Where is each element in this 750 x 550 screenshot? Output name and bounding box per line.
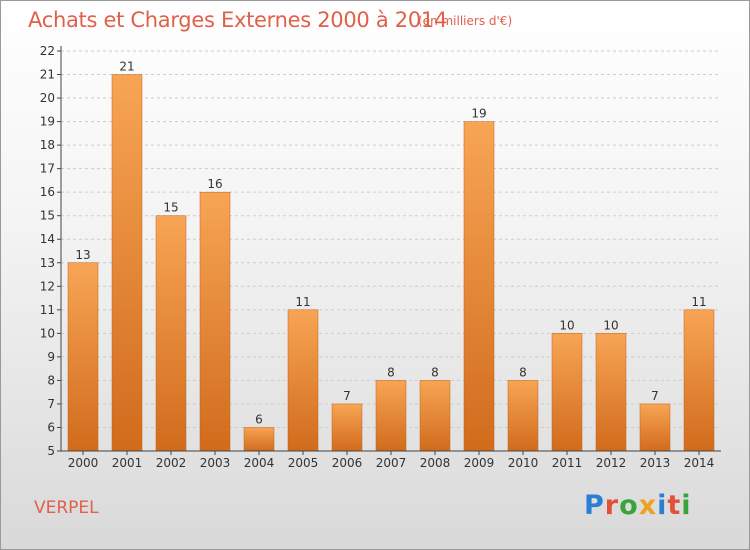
- y-tick-label: 21: [40, 68, 55, 82]
- bar: [639, 403, 671, 452]
- bar-value-label: 8: [519, 365, 527, 379]
- y-tick-label: 11: [40, 303, 55, 317]
- bar: [683, 309, 715, 452]
- bar-value-label: 7: [651, 389, 659, 403]
- y-tick-label: 12: [40, 279, 55, 293]
- brand-letter: i: [657, 490, 668, 521]
- brand-letter: t: [667, 490, 682, 521]
- x-tick-label: 2004: [244, 456, 275, 470]
- bar-value-label: 6: [255, 412, 263, 426]
- x-tick-label: 2006: [332, 456, 363, 470]
- bar-value-label: 19: [471, 107, 486, 121]
- commune-name: VERPEL: [34, 498, 99, 518]
- bar-value-label: 11: [691, 295, 706, 309]
- brand-letter: r: [604, 490, 620, 521]
- y-tick-label: 18: [40, 138, 55, 152]
- x-tick-label: 2011: [552, 456, 583, 470]
- y-tick-label: 16: [40, 185, 55, 199]
- bar: [419, 380, 451, 452]
- bar: [331, 403, 363, 452]
- brand-letter: o: [619, 490, 639, 521]
- x-tick-label: 2000: [68, 456, 99, 470]
- bar-value-label: 11: [295, 295, 310, 309]
- chart-unit: (en milliers d'€): [418, 14, 513, 28]
- bar: [507, 380, 539, 452]
- y-tick-label: 10: [40, 326, 55, 340]
- y-tick-label: 13: [40, 256, 55, 270]
- brand-letter: x: [638, 490, 658, 521]
- y-tick-label: 20: [40, 91, 55, 105]
- y-tick-label: 5: [47, 444, 55, 458]
- x-tick-label: 2003: [200, 456, 231, 470]
- brand-letter: i: [681, 490, 692, 521]
- x-tick-label: 2007: [376, 456, 407, 470]
- bar: [375, 380, 407, 452]
- bar: [67, 262, 99, 452]
- brand-letter: P: [584, 490, 605, 521]
- bar-value-label: 13: [75, 248, 90, 262]
- y-tick-label: 22: [40, 44, 55, 58]
- bar-value-label: 10: [603, 318, 618, 332]
- chart-title: Achats et Charges Externes 2000 à 2014: [28, 8, 448, 32]
- bar: [155, 215, 187, 452]
- bar-value-label: 8: [431, 365, 439, 379]
- y-tick-label: 9: [47, 350, 55, 364]
- bar: [111, 74, 143, 452]
- y-tick-label: 7: [47, 397, 55, 411]
- y-tick-label: 6: [47, 420, 55, 434]
- bar: [287, 309, 319, 452]
- y-tick-label: 19: [40, 115, 55, 129]
- y-tick-label: 15: [40, 209, 55, 223]
- brand-logo: Proxiti: [584, 490, 692, 521]
- x-tick-label: 2009: [464, 456, 495, 470]
- bar-value-label: 16: [207, 177, 222, 191]
- y-tick-label: 17: [40, 162, 55, 176]
- bar: [243, 427, 275, 452]
- x-tick-label: 2002: [156, 456, 187, 470]
- x-tick-label: 2010: [508, 456, 539, 470]
- bar: [199, 191, 231, 452]
- bar: [595, 333, 627, 452]
- y-tick-label: 8: [47, 373, 55, 387]
- x-tick-label: 2012: [596, 456, 627, 470]
- bar: [551, 333, 583, 452]
- bar: [463, 121, 495, 452]
- y-tick-label: 14: [40, 232, 55, 246]
- bar-value-label: 10: [559, 318, 574, 332]
- bar-value-label: 21: [119, 60, 134, 74]
- x-tick-label: 2008: [420, 456, 451, 470]
- x-tick-label: 2014: [684, 456, 715, 470]
- x-tick-label: 2013: [640, 456, 671, 470]
- bar-value-label: 15: [163, 201, 178, 215]
- bar-value-label: 7: [343, 389, 351, 403]
- bar-value-label: 8: [387, 365, 395, 379]
- x-tick-label: 2005: [288, 456, 319, 470]
- x-tick-label: 2001: [112, 456, 143, 470]
